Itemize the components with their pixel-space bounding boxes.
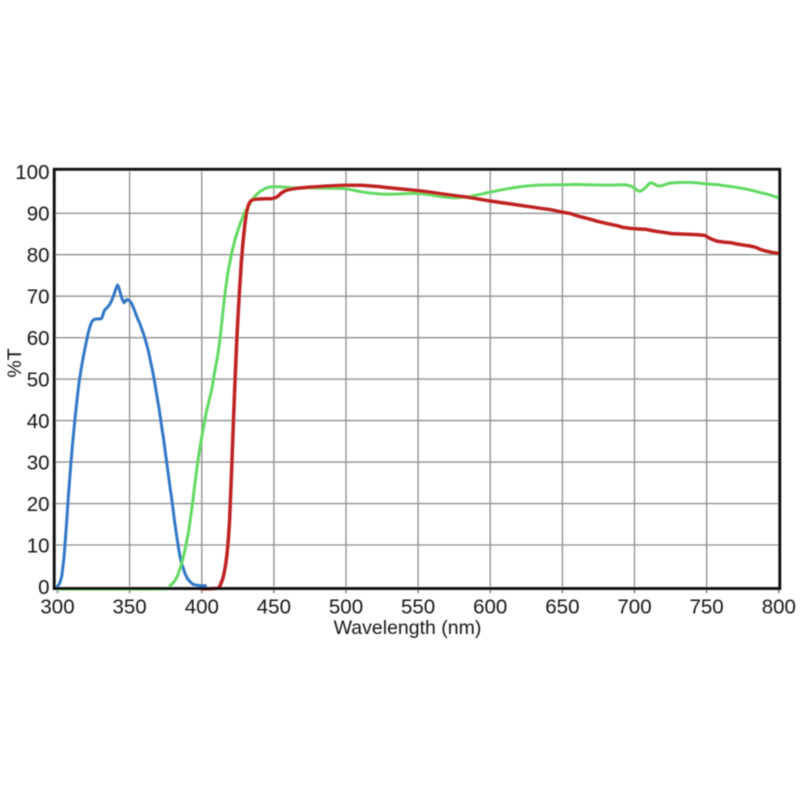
svg-text:600: 600 bbox=[473, 596, 507, 619]
svg-text:550: 550 bbox=[401, 596, 435, 619]
svg-text:%T: %T bbox=[4, 348, 26, 377]
svg-text:700: 700 bbox=[617, 596, 651, 619]
svg-text:400: 400 bbox=[185, 596, 219, 619]
svg-text:0: 0 bbox=[38, 576, 49, 599]
svg-text:100: 100 bbox=[15, 161, 49, 184]
svg-text:70: 70 bbox=[27, 286, 50, 309]
svg-text:30: 30 bbox=[27, 452, 50, 475]
svg-text:40: 40 bbox=[27, 410, 50, 433]
svg-text:300: 300 bbox=[40, 596, 74, 619]
svg-text:450: 450 bbox=[257, 596, 291, 619]
svg-text:10: 10 bbox=[27, 534, 50, 557]
svg-text:350: 350 bbox=[112, 596, 146, 619]
svg-text:800: 800 bbox=[762, 596, 796, 619]
svg-text:650: 650 bbox=[545, 596, 579, 619]
svg-text:80: 80 bbox=[27, 244, 50, 267]
svg-text:60: 60 bbox=[27, 327, 50, 350]
svg-text:50: 50 bbox=[27, 369, 50, 392]
svg-text:Wavelength (nm): Wavelength (nm) bbox=[334, 617, 482, 639]
svg-text:20: 20 bbox=[27, 493, 50, 516]
svg-text:90: 90 bbox=[27, 203, 50, 226]
svg-text:500: 500 bbox=[329, 596, 363, 619]
svg-text:750: 750 bbox=[689, 596, 723, 619]
